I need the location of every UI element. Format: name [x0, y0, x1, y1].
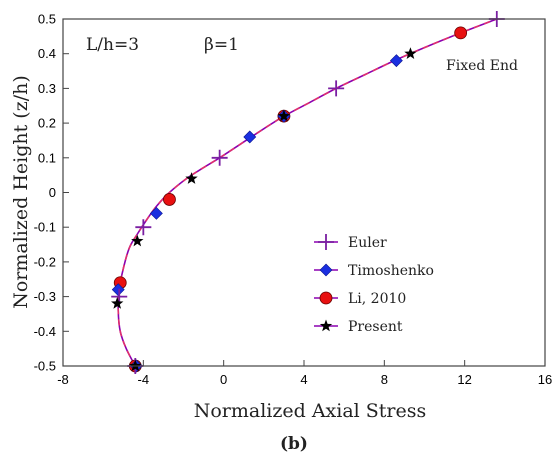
legend-marker-plus — [318, 234, 334, 250]
point-star — [131, 234, 144, 247]
point-plus — [135, 219, 152, 236]
legend-label: Euler — [348, 235, 387, 251]
annotation-fixed-end: Fixed End — [446, 58, 518, 74]
annotation-length-ratio: L/h=3 — [86, 35, 139, 55]
point-diamond — [243, 130, 257, 144]
legend-label: Present — [348, 319, 403, 335]
point-circle — [454, 26, 468, 40]
figure-caption: (b) — [280, 434, 308, 454]
y-tick-label: -0.2 — [34, 254, 56, 269]
x-axis: -8 -4 0 4 8 12 16 — [57, 360, 552, 387]
x-tick-label: 0 — [220, 372, 227, 387]
point-star — [277, 109, 291, 122]
x-tick-label: 12 — [457, 372, 471, 387]
y-tick-label: 0.3 — [38, 81, 56, 96]
point-diamond — [149, 206, 163, 220]
y-tick-label: -0.1 — [34, 220, 56, 235]
y-tick-label: 0.5 — [38, 12, 56, 27]
annotation-beta: β=1 — [204, 35, 239, 55]
x-tick-label: 4 — [300, 372, 307, 387]
x-tick-label: -8 — [57, 372, 69, 387]
y-axis-title: Normalized Height (z/h) — [10, 75, 32, 309]
x-tick-label: 16 — [538, 372, 552, 387]
x-tick-label: 8 — [381, 372, 388, 387]
legend-marker-circle — [319, 291, 333, 305]
y-tick-label: -0.3 — [34, 289, 56, 304]
stress-curve-dashed — [117, 18, 498, 367]
y-axis: 0.5 0.4 0.3 0.2 0.1 0 -0.1 -0.2 -0.3 -0.4 -0.5 — [34, 12, 69, 374]
point-star — [129, 359, 142, 372]
legend: Euler Timoshenko Li, 2010 Present — [314, 234, 434, 335]
legend-label: Li, 2010 — [348, 291, 406, 307]
point-diamond — [111, 283, 125, 297]
y-tick-label: -0.4 — [34, 324, 56, 339]
legend-marker-star — [319, 319, 333, 332]
y-tick-label: 0.1 — [38, 150, 56, 165]
point-star — [111, 297, 124, 309]
point-circle — [163, 193, 176, 206]
legend-label: Timoshenko — [348, 263, 434, 279]
y-tick-label: -0.5 — [34, 359, 56, 374]
stress-curve — [117, 18, 498, 367]
y-tick-label: 0.4 — [38, 46, 56, 61]
plot-area — [111, 11, 505, 374]
y-tick-label: 0 — [49, 185, 56, 200]
y-tick-label: 0.2 — [38, 116, 56, 131]
legend-marker-diamond — [319, 263, 333, 277]
point-star — [185, 172, 198, 184]
point-plus — [211, 149, 228, 166]
point-star — [404, 47, 417, 59]
point-diamond — [389, 54, 403, 68]
x-tick-label: -4 — [138, 372, 150, 387]
x-axis-title: Normalized Axial Stress — [194, 400, 427, 422]
point-plus — [328, 80, 345, 97]
